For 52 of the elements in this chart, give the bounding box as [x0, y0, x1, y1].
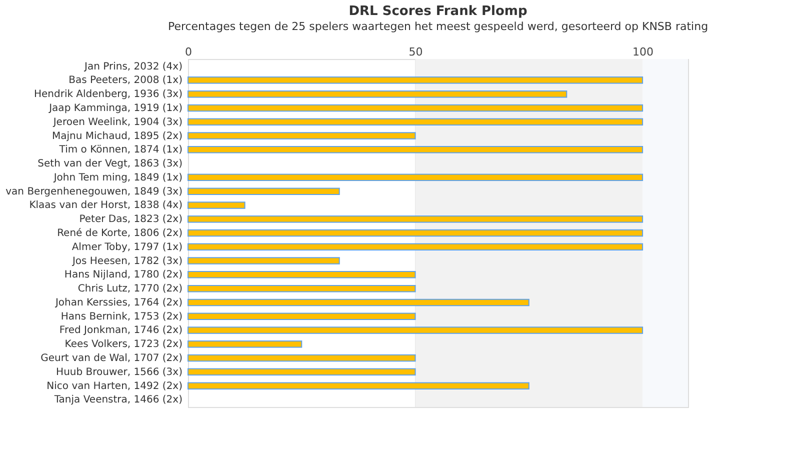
- y-tick-label: Fred Jonkman, 1746 (2x): [59, 325, 183, 336]
- y-tick-label: van Bergenhenegouwen, 1849 (3x): [6, 186, 183, 198]
- bar: [188, 188, 340, 195]
- y-tick-label: Seth van der Vegt, 1863 (3x): [38, 158, 183, 170]
- bar: [188, 340, 302, 348]
- y-tick-label: Jaap Kamminga, 1919 (1x): [48, 102, 183, 114]
- y-tick-label: Jeroen Weelink, 1904 (3x): [52, 116, 183, 128]
- bar: [188, 76, 644, 84]
- y-tick-label: Almer Toby, 1797 (1x): [72, 242, 183, 253]
- bar: [188, 132, 416, 140]
- y-tick-label: Hans Bernink, 1753 (2x): [60, 311, 183, 322]
- bar: [188, 215, 644, 223]
- chart-subtitle: Percentages tegen de 25 spelers waartegen het meest gespeeld werd, gesorteerd op KNSB rating: [168, 20, 708, 33]
- y-tick-label: John Tem ming, 1849 (1x): [52, 172, 183, 184]
- x-tick-label: 50: [408, 46, 423, 58]
- x-tick-label: 0: [185, 46, 192, 58]
- chart-title: DRL Scores Frank Plomp: [348, 4, 528, 19]
- y-tick-label: Jan Prins, 2032 (4x): [84, 61, 183, 72]
- y-tick-label: Tim o Können, 1874 (1x): [58, 144, 183, 156]
- bar: [188, 354, 416, 362]
- y-tick-label: Johan Kerssies, 1764 (2x): [54, 297, 183, 308]
- bar: [188, 118, 644, 126]
- bar: [188, 298, 530, 306]
- bar: [188, 146, 644, 154]
- bar: [188, 174, 644, 182]
- y-tick-label: Chris Lutz, 1770 (2x): [78, 284, 183, 295]
- y-tick-label: Kees Volkers, 1723 (2x): [64, 339, 183, 350]
- bar: [188, 90, 568, 98]
- bar: [188, 229, 644, 237]
- y-tick-label: Hendrik Aldenberg, 1936 (3x): [34, 89, 183, 100]
- bar: [188, 202, 246, 209]
- y-tick-label: Hans Nijland, 1780 (2x): [64, 270, 183, 281]
- bar: [188, 257, 340, 264]
- y-tick-label: Geurt van de Wal, 1707 (2x): [40, 353, 183, 364]
- bar: [188, 368, 416, 376]
- y-tick-label: Tanja Veenstra, 1466 (2x): [53, 394, 183, 406]
- y-tick-label: Peter Das, 1823 (2x): [79, 214, 183, 226]
- y-tick-label: Klaas van der Horst, 1838 (4x): [29, 200, 183, 212]
- y-tick-label: Majnu Michaud, 1895 (2x): [52, 130, 183, 142]
- y-tick-label: Huub Brouwer, 1566 (3x): [56, 366, 183, 378]
- y-tick-label: René de Korte, 1806 (2x): [57, 228, 183, 239]
- y-tick-label: Jos Heesen, 1782 (3x): [71, 256, 183, 267]
- x-tick-label: 100: [632, 46, 654, 58]
- y-tick-label: Bas Peeters, 2008 (1x): [68, 75, 183, 86]
- bar: [188, 284, 416, 292]
- bar: [188, 312, 416, 320]
- bar: [188, 382, 530, 390]
- bar: [188, 243, 644, 251]
- bar: [188, 326, 644, 334]
- bar: [188, 104, 644, 112]
- y-tick-label: Nico van Harten, 1492 (2x): [46, 380, 183, 392]
- bar: [188, 271, 416, 278]
